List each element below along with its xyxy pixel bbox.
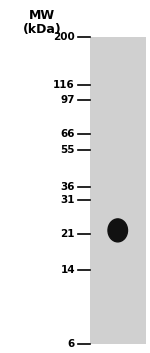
Text: 6: 6 — [68, 339, 75, 349]
Ellipse shape — [108, 219, 128, 242]
Text: 116: 116 — [53, 80, 75, 90]
Text: 36: 36 — [60, 182, 75, 192]
Text: (kDa): (kDa) — [23, 23, 61, 36]
Text: 200: 200 — [53, 32, 75, 42]
Text: 14: 14 — [60, 265, 75, 275]
Text: 97: 97 — [60, 95, 75, 106]
Text: 66: 66 — [60, 129, 75, 139]
Text: 55: 55 — [60, 145, 75, 155]
Text: 21: 21 — [60, 229, 75, 239]
Text: 31: 31 — [60, 195, 75, 205]
Text: MW: MW — [29, 9, 55, 22]
Bar — [90, 37, 146, 344]
